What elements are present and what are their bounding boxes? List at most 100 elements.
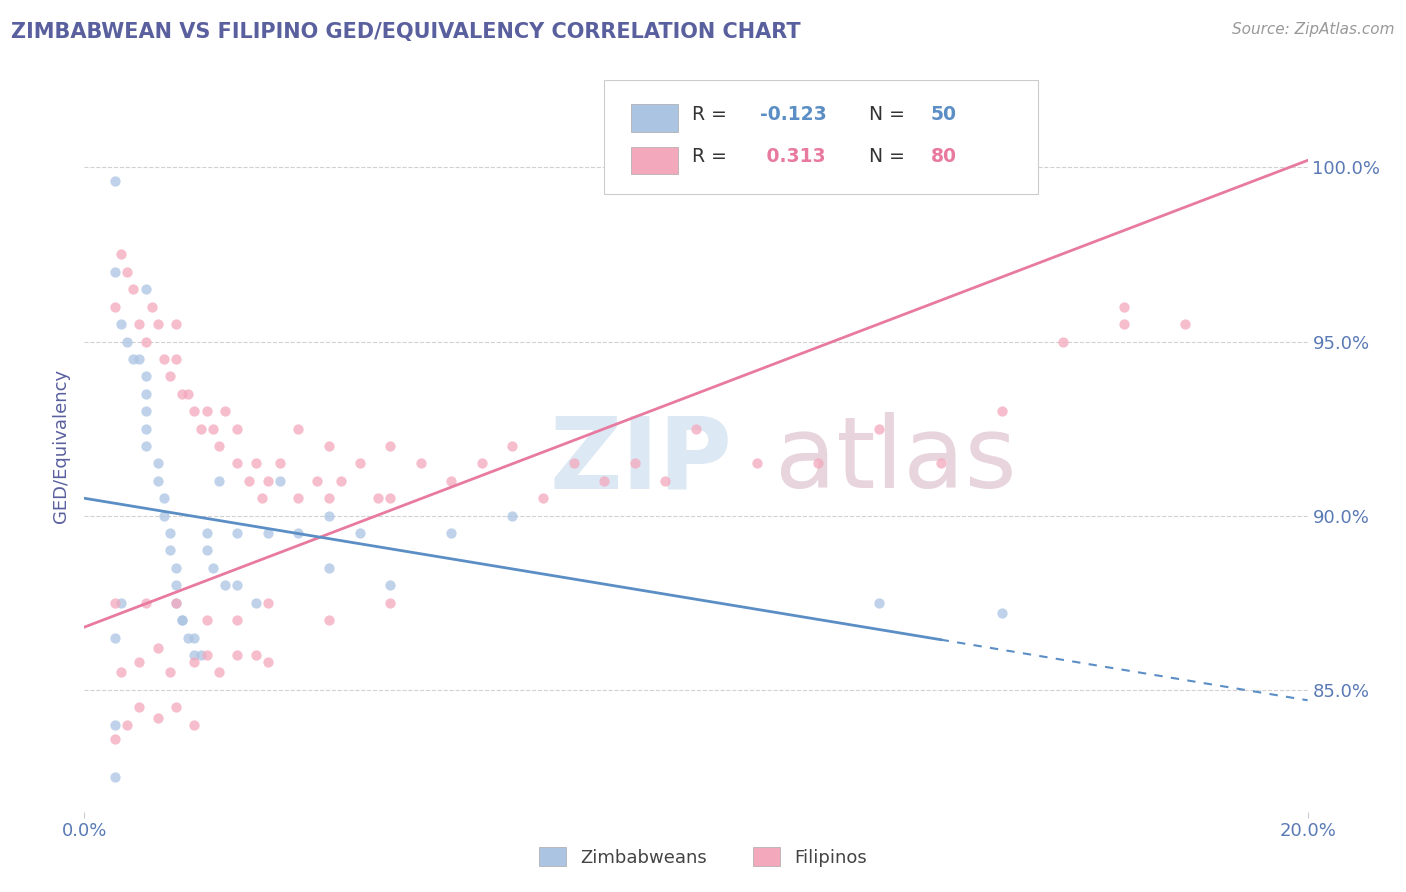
Point [305,474,328,488]
Point [110,317,132,331]
Point [135,282,157,296]
Point [165,317,187,331]
Point [318,561,340,575]
Point [190,648,212,662]
Point [183,648,205,662]
Point [349,526,371,541]
Point [195,613,218,627]
Text: 0.313: 0.313 [759,147,825,166]
Point [502,439,524,453]
Point [153,491,176,506]
Point [172,386,194,401]
Point [183,655,205,669]
Point [318,508,340,523]
Point [165,596,187,610]
Point [226,648,249,662]
Point [226,421,249,435]
Point [141,300,163,314]
FancyBboxPatch shape [605,80,1039,194]
Point [380,491,402,506]
Point [177,631,200,645]
Text: N =: N = [858,147,911,166]
Point [257,474,280,488]
Point [1052,334,1074,349]
Point [177,386,200,401]
Point [128,351,150,366]
Point [562,457,585,471]
Point [146,474,169,488]
Point [208,439,231,453]
Point [165,578,187,592]
Point [195,404,218,418]
Point [153,508,176,523]
Text: Source: ZipAtlas.com: Source: ZipAtlas.com [1232,22,1395,37]
Y-axis label: GED/Equivalency: GED/Equivalency [52,369,70,523]
Point [287,491,309,506]
Point [172,613,194,627]
Point [115,334,138,349]
Point [471,457,494,471]
Point [287,421,309,435]
Point [165,596,187,610]
Point [165,700,187,714]
Point [287,526,309,541]
Point [214,578,236,592]
Point [330,474,353,488]
Point [159,543,181,558]
Point [135,334,157,349]
Point [135,369,157,384]
Point [409,457,432,471]
Point [593,474,616,488]
Point [183,717,205,731]
Point [128,655,150,669]
Point [104,300,127,314]
Point [1174,317,1197,331]
Point [367,491,389,506]
Point [208,474,231,488]
FancyBboxPatch shape [631,104,678,132]
Point [146,640,169,655]
Point [146,457,169,471]
Point [226,457,249,471]
Point [128,700,150,714]
Point [747,457,769,471]
Point [110,665,132,680]
Point [226,578,249,592]
Point [1114,317,1136,331]
Point [135,404,157,418]
Point [146,317,169,331]
Point [104,631,127,645]
Point [257,596,280,610]
Point [1114,300,1136,314]
Point [807,457,830,471]
Point [159,369,181,384]
Point [159,526,181,541]
Text: ZIMBABWEAN VS FILIPINO GED/EQUIVALENCY CORRELATION CHART: ZIMBABWEAN VS FILIPINO GED/EQUIVALENCY C… [11,22,801,42]
Point [159,665,181,680]
Text: N =: N = [858,104,911,124]
Point [122,282,145,296]
Point [135,386,157,401]
Point [122,351,145,366]
Point [195,526,218,541]
Point [226,526,249,541]
Point [929,457,952,471]
Text: R =: R = [692,104,733,124]
Point [245,457,267,471]
Point [380,439,402,453]
Text: R =: R = [692,147,733,166]
Point [165,561,187,575]
Point [135,596,157,610]
Point [502,508,524,523]
Text: atlas: atlas [776,412,1017,509]
Text: 80: 80 [931,147,957,166]
Point [245,648,267,662]
Point [624,457,647,471]
Point [349,457,371,471]
Point [110,247,132,261]
Point [245,596,267,610]
Point [214,404,236,418]
Point [257,655,280,669]
Text: -0.123: -0.123 [759,104,827,124]
Point [115,717,138,731]
